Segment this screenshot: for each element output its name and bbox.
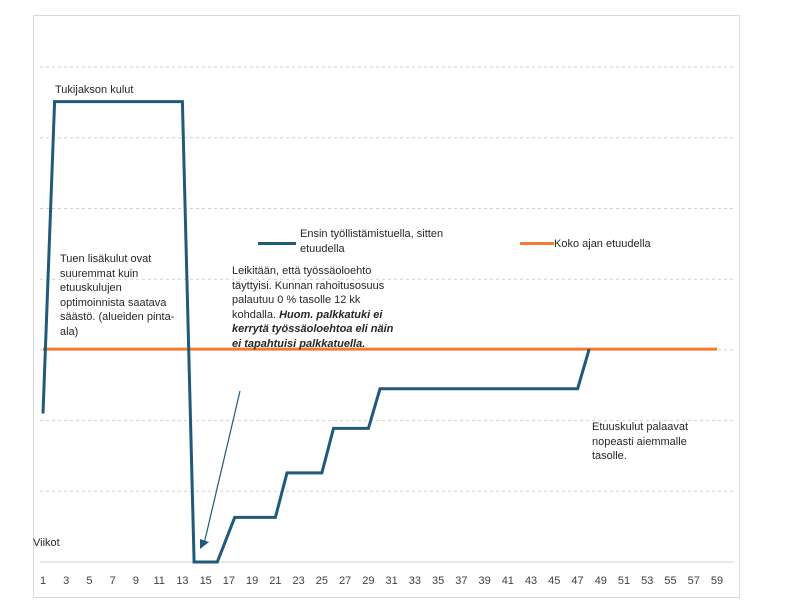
x-tick-label: 1 bbox=[40, 575, 46, 587]
x-tick-label: 43 bbox=[525, 575, 537, 587]
chart-plot: 1 3 5 7 9 11 13 15 17 19 21 23 25 27 29 31 33 35 37 39 41 43 4… bbox=[40, 66, 734, 587]
x-tick-label: 15 bbox=[200, 575, 212, 587]
x-tick-label: 13 bbox=[176, 575, 188, 587]
chart-frame: 1 3 5 7 9 11 13 15 17 19 21 23 25 27 29 31 33 35 37 39 41 43 4… bbox=[33, 15, 740, 598]
legend-label-series-2: Koko ajan etuudella bbox=[554, 238, 651, 250]
x-axis-label: Viikot bbox=[33, 537, 60, 549]
annotation-benefit-costs: Etuuskulut palaavat nopeasti aiemmalle t… bbox=[592, 421, 689, 462]
x-tick-label: 19 bbox=[246, 575, 258, 587]
legend-swatch-series-2 bbox=[520, 242, 554, 245]
x-tick-label: 47 bbox=[571, 575, 583, 587]
x-tick-label: 59 bbox=[711, 575, 723, 587]
x-tick-label: 7 bbox=[110, 575, 116, 587]
y-axis-label: Tukijakson kulut bbox=[55, 84, 134, 96]
x-tick-label: 25 bbox=[316, 575, 328, 587]
x-tick-label: 57 bbox=[688, 575, 700, 587]
x-tick-label: 51 bbox=[618, 575, 630, 587]
annotation-support-costs: Tuen lisäkulut ovat suuremmat kuin etuus… bbox=[60, 253, 175, 338]
x-tick-label: 45 bbox=[548, 575, 560, 587]
x-tick-label: 23 bbox=[293, 575, 305, 587]
legend-swatch-series-1 bbox=[258, 242, 296, 245]
x-tick-label: 39 bbox=[478, 575, 490, 587]
x-tick-label: 5 bbox=[86, 575, 92, 587]
x-tick-label: 49 bbox=[595, 575, 607, 587]
x-tick-label: 27 bbox=[339, 575, 351, 587]
x-tick-label: 35 bbox=[432, 575, 444, 587]
annotation-employment-condition-text: Leikitään, että työssäoloehto täyttyisi.… bbox=[232, 265, 385, 321]
series-line-1 bbox=[41, 100, 591, 564]
x-tick-label: 33 bbox=[409, 575, 421, 587]
x-tick-label: 17 bbox=[223, 575, 235, 587]
x-tick-label: 55 bbox=[664, 575, 676, 587]
x-tick-label: 29 bbox=[362, 575, 374, 587]
annotation-arrow bbox=[203, 390, 241, 545]
annotation-employment-condition: Leikitään, että työssäoloehto täyttyisi.… bbox=[232, 264, 400, 351]
x-tick-label: 41 bbox=[502, 575, 514, 587]
x-tick-label: 9 bbox=[133, 575, 139, 587]
x-tick-label: 31 bbox=[385, 575, 397, 587]
legend-label-series-1: Ensin työllistämistuella, sitten etuudel… bbox=[300, 228, 444, 255]
x-tick-label: 37 bbox=[455, 575, 467, 587]
annotation-employment-condition-note: Huom. palkkatuki ei kerrytä työssäoloeht… bbox=[232, 308, 394, 350]
x-tick-label: 3 bbox=[63, 575, 69, 587]
x-tick-label: 53 bbox=[641, 575, 653, 587]
annotation-arrowhead bbox=[200, 539, 209, 549]
x-tick-label: 21 bbox=[269, 575, 281, 587]
x-tick-label: 11 bbox=[153, 575, 164, 587]
